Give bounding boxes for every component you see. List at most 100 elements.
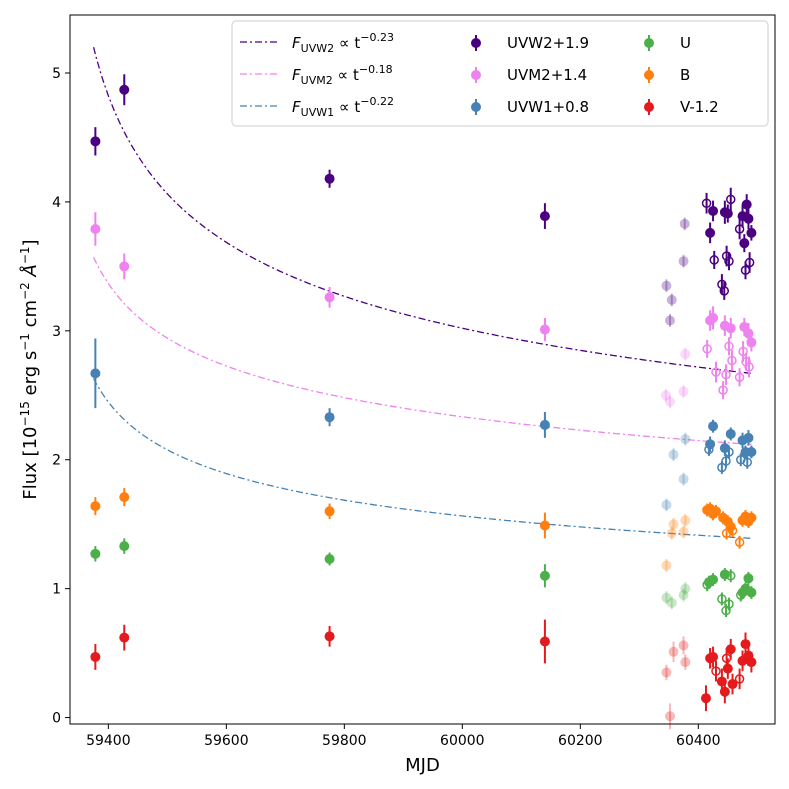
x-ticks: 59400 59600 59800 60000 60200 60400	[86, 724, 721, 749]
data-point	[661, 592, 672, 603]
data-point-open	[724, 256, 734, 266]
data-point	[664, 711, 675, 722]
data-point	[668, 449, 679, 460]
data-point-open	[709, 255, 719, 265]
data-point	[727, 679, 738, 690]
legend-markers	[471, 35, 654, 115]
data-point-open	[718, 385, 728, 395]
series-b	[90, 488, 757, 572]
data-point	[678, 640, 689, 651]
data-point	[705, 227, 716, 238]
data-point-open	[721, 653, 732, 664]
data-point	[324, 553, 335, 564]
series-u	[90, 538, 757, 618]
y-label-part: erg s	[20, 351, 41, 401]
data-point-open	[721, 251, 732, 261]
fit-propto: ∝ t	[334, 34, 360, 52]
data-point-open	[724, 599, 734, 609]
x-tick-label: 60000	[440, 733, 485, 749]
y-label-part: Å	[19, 264, 41, 282]
legend-marker	[471, 102, 481, 112]
data-point	[539, 324, 550, 335]
legend-fit-label-uvm2: FUVM2 ∝ t−0.18	[292, 63, 393, 87]
data-point	[680, 583, 691, 594]
data-point	[324, 412, 335, 423]
data-point	[719, 686, 730, 697]
data-point	[680, 349, 691, 360]
fit-exp: −0.23	[360, 31, 394, 44]
data-point	[722, 663, 733, 674]
data-point	[660, 390, 671, 401]
data-point	[746, 227, 757, 238]
series-v-1-2	[90, 619, 757, 730]
x-tick-label: 59800	[322, 733, 367, 749]
data-point-open	[744, 257, 755, 268]
y-label-exp: −2	[18, 282, 32, 300]
x-tick-label: 60400	[676, 733, 721, 749]
data-point	[743, 432, 754, 443]
y-tick-label: 5	[52, 66, 61, 82]
data-point-open	[702, 580, 712, 590]
data-point-open	[721, 456, 731, 466]
x-tick-label: 60200	[558, 733, 603, 749]
y-label-exp: −1	[18, 246, 32, 264]
fit-f: F	[292, 98, 301, 116]
data-point	[708, 421, 719, 432]
y-tick-label: 0	[52, 711, 61, 727]
legend-label-u: U	[680, 34, 691, 52]
data-point	[746, 512, 757, 523]
data-point	[680, 434, 691, 445]
data-point-open	[711, 666, 721, 676]
data-point	[746, 657, 757, 668]
legend: FUVW2 ∝ t−0.23 FUVM2 ∝ t−0.18 FUVW1 ∝ t−…	[231, 20, 769, 127]
data-point	[90, 651, 101, 662]
fit-sub: UVM2	[301, 74, 333, 87]
data-point-open	[721, 528, 732, 538]
data-point	[678, 386, 689, 397]
data-point	[743, 573, 754, 584]
legend-marker	[644, 102, 654, 112]
data-point	[90, 223, 101, 234]
data-point-open	[724, 341, 734, 352]
y-ticks: 0 1 2 3 4 5	[52, 66, 70, 727]
data-point	[680, 515, 691, 526]
data-point	[324, 506, 335, 517]
data-point	[539, 570, 550, 581]
data-point	[324, 173, 335, 184]
plot-frame	[69, 14, 776, 725]
data-point	[725, 644, 736, 655]
data-point-open	[744, 362, 754, 372]
data-point-open	[734, 372, 745, 382]
data-point	[90, 368, 101, 379]
data-point	[678, 256, 689, 267]
data-point-open	[721, 369, 731, 380]
data-point	[708, 574, 719, 585]
x-tick-label: 59400	[86, 733, 131, 749]
data-point	[119, 541, 130, 552]
data-point	[711, 506, 722, 517]
series-uvw2-1-9	[90, 74, 757, 327]
data-point-open	[724, 447, 734, 457]
data-point	[719, 443, 730, 454]
fit-curves	[92, 47, 752, 540]
data-point	[666, 294, 677, 305]
legend-box	[231, 20, 769, 127]
fit-curve-uvw1	[93, 378, 752, 540]
data-point	[119, 84, 130, 95]
data-point	[725, 323, 736, 334]
data-point	[90, 548, 101, 559]
data-point	[725, 428, 736, 439]
data-point-open	[738, 346, 748, 357]
data-point	[746, 587, 757, 598]
data-point	[668, 519, 679, 530]
data-point	[539, 520, 550, 531]
x-axis-label: MJD	[405, 755, 440, 776]
data-point	[664, 396, 675, 407]
series-uvm2-1-4	[90, 212, 757, 409]
legend-label-uvw2: UVW2+1.9	[507, 34, 589, 52]
data-point-open	[701, 198, 712, 208]
y-tick-label: 1	[52, 582, 61, 598]
data-point	[661, 667, 672, 678]
data-point	[708, 651, 719, 662]
